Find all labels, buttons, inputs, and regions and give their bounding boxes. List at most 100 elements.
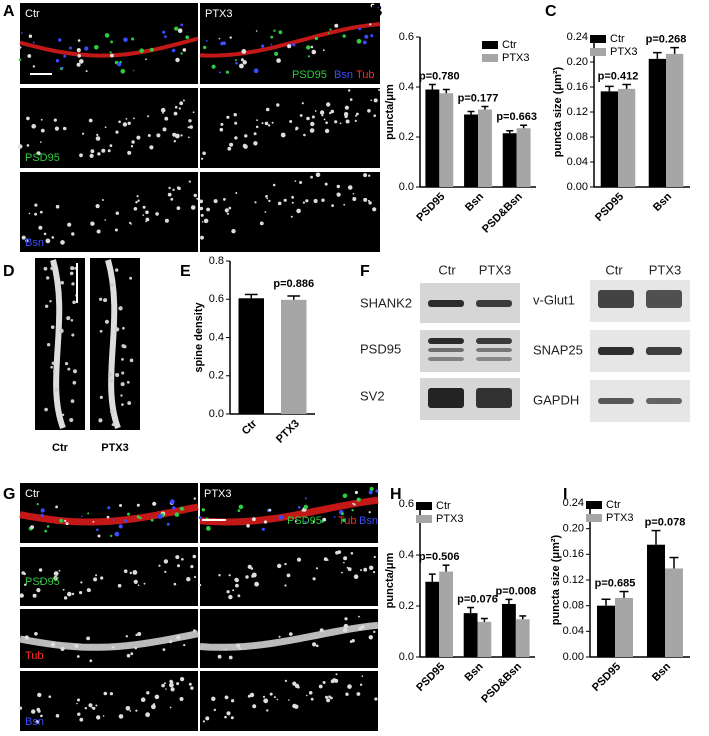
puncta bbox=[87, 512, 90, 515]
puncta bbox=[133, 579, 138, 585]
puncta bbox=[152, 501, 157, 506]
puncta bbox=[129, 710, 132, 712]
puncta bbox=[234, 136, 238, 140]
puncta bbox=[321, 114, 324, 117]
puncta bbox=[377, 5, 381, 9]
y-axis-label: puncta/μm bbox=[384, 84, 396, 140]
puncta bbox=[234, 121, 238, 125]
puncta bbox=[314, 110, 317, 112]
puncta bbox=[80, 581, 83, 584]
puncta bbox=[343, 203, 346, 206]
dendrite bbox=[19, 36, 199, 58]
puncta bbox=[276, 58, 281, 63]
puncta bbox=[71, 592, 75, 596]
puncta bbox=[21, 32, 23, 34]
puncta bbox=[325, 695, 328, 699]
puncta bbox=[363, 173, 368, 178]
puncta bbox=[349, 98, 353, 101]
puncta bbox=[277, 563, 282, 569]
puncta bbox=[55, 204, 60, 209]
puncta bbox=[67, 222, 72, 227]
puncta bbox=[168, 186, 171, 190]
spine bbox=[109, 283, 114, 288]
puncta bbox=[278, 635, 281, 638]
puncta bbox=[292, 703, 297, 709]
bar bbox=[425, 581, 440, 657]
puncta bbox=[160, 107, 166, 113]
band bbox=[646, 347, 682, 355]
puncta bbox=[267, 124, 271, 127]
puncta bbox=[213, 199, 218, 204]
x-tick-label: PSD95 bbox=[414, 661, 447, 694]
puncta bbox=[112, 518, 115, 521]
bar bbox=[647, 544, 665, 657]
legend-label: Ctr bbox=[502, 39, 517, 51]
puncta bbox=[277, 201, 282, 206]
puncta bbox=[32, 593, 37, 598]
condition-label: PTX3 bbox=[205, 8, 233, 20]
puncta bbox=[167, 192, 172, 197]
x-tick-label: Ctr bbox=[240, 417, 260, 437]
y-tick-label: 0.24 bbox=[563, 497, 584, 509]
puncta bbox=[312, 577, 316, 581]
band bbox=[428, 357, 464, 361]
puncta bbox=[146, 691, 150, 695]
merge-label: Bsn bbox=[334, 69, 353, 81]
y-tick-label: 0.2 bbox=[399, 600, 414, 612]
puncta bbox=[324, 182, 328, 186]
puncta bbox=[64, 519, 67, 523]
puncta bbox=[188, 180, 191, 183]
puncta bbox=[139, 516, 142, 520]
puncta bbox=[313, 198, 318, 204]
puncta bbox=[315, 644, 319, 648]
puncta bbox=[201, 508, 205, 512]
puncta bbox=[289, 632, 293, 636]
micrograph bbox=[200, 671, 378, 731]
puncta bbox=[373, 98, 378, 103]
x-tick-label: Bsn bbox=[462, 660, 485, 683]
puncta bbox=[125, 706, 131, 711]
puncta bbox=[166, 522, 170, 526]
puncta bbox=[330, 679, 335, 684]
band bbox=[598, 398, 634, 404]
puncta bbox=[199, 199, 204, 204]
puncta bbox=[18, 706, 23, 710]
puncta bbox=[192, 111, 195, 114]
spine bbox=[129, 358, 134, 363]
puncta bbox=[145, 210, 149, 215]
puncta bbox=[299, 181, 303, 184]
puncta bbox=[242, 60, 247, 65]
puncta bbox=[304, 520, 307, 524]
micrograph bbox=[200, 88, 380, 168]
puncta bbox=[19, 46, 22, 49]
legend-label: PTX3 bbox=[606, 512, 634, 524]
p-value: p=0.506 bbox=[419, 551, 460, 563]
puncta bbox=[177, 186, 181, 191]
puncta bbox=[206, 526, 211, 531]
puncta bbox=[136, 135, 141, 140]
puncta bbox=[77, 698, 80, 702]
puncta bbox=[79, 717, 84, 722]
puncta bbox=[342, 628, 348, 633]
puncta bbox=[162, 127, 167, 132]
puncta bbox=[334, 120, 338, 124]
puncta bbox=[71, 232, 75, 236]
puncta bbox=[268, 508, 272, 512]
spine bbox=[50, 266, 54, 271]
spine bbox=[121, 357, 124, 361]
puncta bbox=[378, 89, 381, 91]
puncta bbox=[162, 112, 164, 114]
puncta bbox=[244, 134, 248, 138]
puncta bbox=[145, 712, 151, 718]
bar bbox=[463, 613, 478, 657]
puncta bbox=[288, 699, 290, 701]
spine bbox=[70, 399, 75, 403]
puncta bbox=[203, 218, 209, 224]
puncta bbox=[358, 27, 362, 31]
puncta bbox=[180, 677, 185, 682]
puncta bbox=[218, 37, 221, 40]
puncta bbox=[170, 687, 175, 692]
puncta bbox=[120, 69, 126, 74]
puncta bbox=[104, 219, 106, 221]
puncta bbox=[228, 655, 233, 660]
